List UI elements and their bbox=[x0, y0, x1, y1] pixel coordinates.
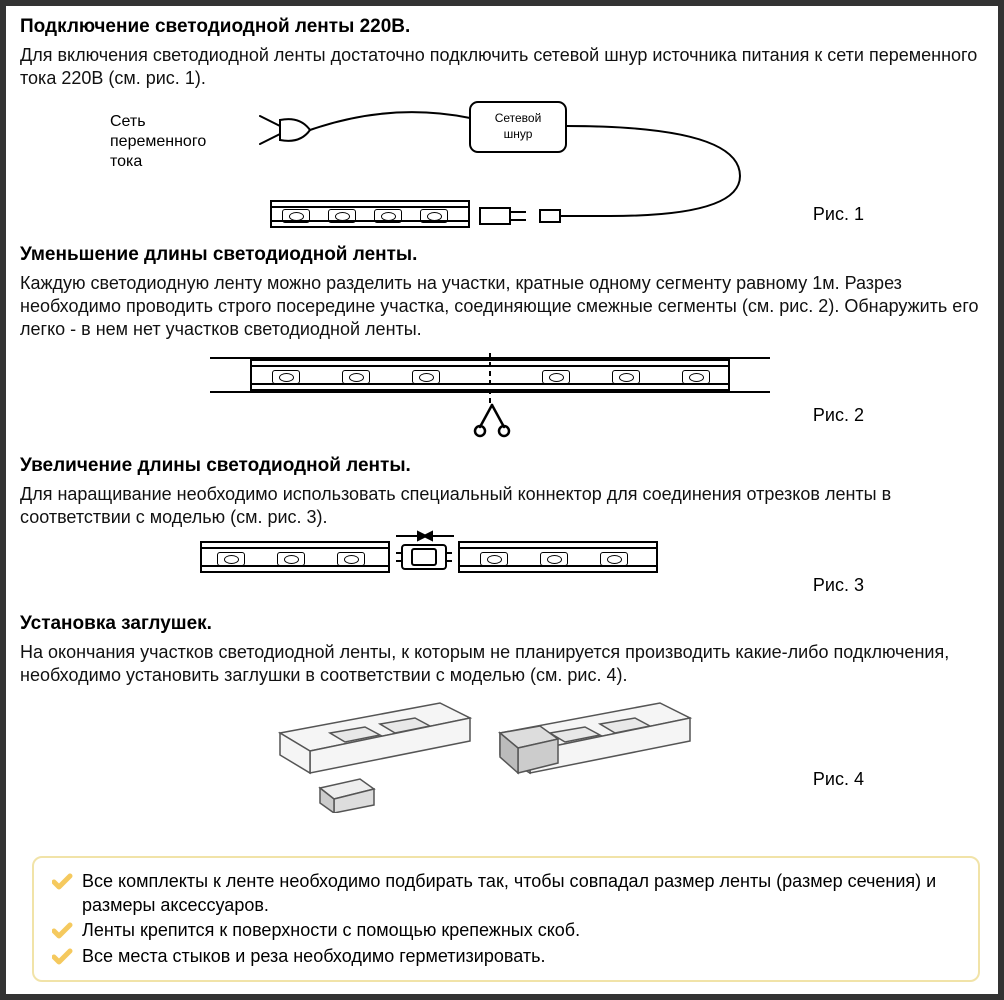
section4-heading: Установка заглушек. bbox=[20, 613, 984, 635]
figure-4-diagram bbox=[270, 693, 710, 813]
section-shorten: Уменьшение длины светодиодной ленты. Каж… bbox=[20, 244, 984, 447]
section3-body: Для наращивание необходимо использовать … bbox=[20, 483, 984, 529]
section-endcaps: Установка заглушек. На окончания участко… bbox=[20, 613, 984, 813]
arrows-icon bbox=[390, 529, 460, 543]
figure-2-area: Рис. 2 bbox=[20, 347, 984, 447]
note-text: Ленты крепится к поверхности с помощью к… bbox=[82, 919, 580, 942]
check-icon bbox=[52, 922, 74, 940]
section3-heading: Увеличение длины светодиодной ленты. bbox=[20, 455, 984, 477]
led-strip-fig3-left bbox=[200, 541, 390, 573]
ac-mains-label: Сеть переменного тока bbox=[110, 112, 206, 172]
note-item: Все комплекты к ленте необходимо подбира… bbox=[52, 870, 964, 917]
adapter-label-1: Сетевой bbox=[495, 111, 542, 125]
figure-2-label: Рис. 2 bbox=[813, 405, 864, 426]
section1-heading: Подключение светодиодной ленты 220В. bbox=[20, 16, 984, 38]
check-icon bbox=[52, 948, 74, 966]
note-text: Все комплекты к ленте необходимо подбира… bbox=[82, 870, 964, 917]
connector-icon bbox=[396, 539, 452, 575]
figure-3-area: Рис. 3 bbox=[20, 535, 984, 605]
adapter-label-2: шнур bbox=[504, 127, 533, 141]
figure-1-area: Сеть переменного тока Сетевой шнур bbox=[20, 96, 984, 236]
figure-1-label: Рис. 1 bbox=[813, 204, 864, 225]
section-extend: Увеличение длины светодиодной ленты. Для… bbox=[20, 455, 984, 605]
note-item: Все места стыков и реза необходимо герме… bbox=[52, 945, 964, 968]
document-page: Подключение светодиодной ленты 220В. Для… bbox=[0, 0, 1004, 1000]
section4-body: На окончания участков светодиодной ленты… bbox=[20, 641, 984, 687]
led-strip-fig1 bbox=[270, 200, 470, 228]
note-item: Ленты крепится к поверхности с помощью к… bbox=[52, 919, 964, 942]
figure-4-label: Рис. 4 bbox=[813, 769, 864, 790]
led-strip-fig3-right bbox=[458, 541, 658, 573]
note-text: Все места стыков и реза необходимо герме… bbox=[82, 945, 545, 968]
figure-3-label: Рис. 3 bbox=[813, 575, 864, 596]
section2-body: Каждую светодиодную ленту можно разделит… bbox=[20, 272, 984, 341]
section-connection: Подключение светодиодной ленты 220В. Для… bbox=[20, 16, 984, 236]
section1-body: Для включения светодиодной ленты достато… bbox=[20, 44, 984, 90]
figure-4-area: Рис. 4 bbox=[20, 693, 984, 813]
scissors-icon bbox=[472, 401, 512, 441]
section2-heading: Уменьшение длины светодиодной ленты. bbox=[20, 244, 984, 266]
notes-box: Все комплекты к ленте необходимо подбира… bbox=[32, 856, 980, 982]
check-icon bbox=[52, 873, 74, 891]
